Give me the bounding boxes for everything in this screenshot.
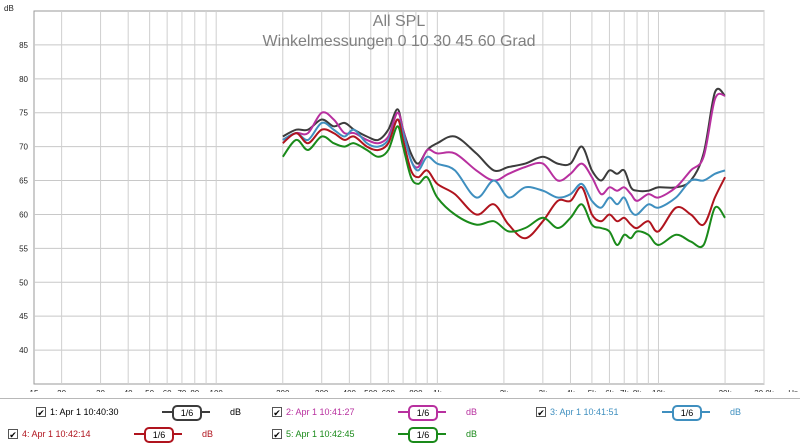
- legend-item-4[interactable]: ✔ 4: Apr 1 10:42:14 1/6 dB: [8, 425, 213, 443]
- smoothing-label: 1/6: [408, 427, 438, 443]
- smoothing-badge[interactable]: 1/6: [398, 427, 446, 443]
- y-tick-label: 80: [19, 75, 28, 84]
- x-tick-label: 800: [409, 389, 423, 392]
- y-tick-label: 65: [19, 177, 28, 186]
- x-tick-label: 400: [343, 389, 357, 392]
- smoothing-badge[interactable]: 1/6: [134, 427, 182, 443]
- series-line-3: [282, 118, 726, 216]
- legend: ✔ 1: Apr 1 10:40:30 1/6 dB ✔ 2: Apr 1 10…: [0, 398, 800, 448]
- x-tick-label: 200: [276, 389, 290, 392]
- checkbox-icon[interactable]: ✔: [272, 407, 282, 418]
- series-line-5: [281, 125, 726, 249]
- x-tick-label: 1k: [433, 389, 442, 392]
- y-tick-label: 75: [19, 109, 28, 118]
- legend-unit: dB: [202, 429, 214, 439]
- x-tick-label: 500: [364, 389, 378, 392]
- x-tick-label: 15: [30, 389, 39, 392]
- y-tick-label: 50: [19, 278, 28, 287]
- x-tick-label: 20: [57, 389, 66, 392]
- x-tick-label: 7k: [620, 389, 629, 392]
- plot-area[interactable]: 40 45 50 55 60 65 70 75 80 85 15 20 30 40 50 60 70 80 100 2…: [0, 0, 800, 392]
- series-line-4: [282, 118, 726, 240]
- chart-subtitle: Winkelmessungen 0 10 30 45 60 Grad: [262, 33, 535, 50]
- legend-unit: dB: [466, 429, 478, 439]
- x-tick-label: 60: [163, 389, 172, 392]
- smoothing-label: 1/6: [408, 405, 438, 421]
- legend-label: 1: Apr 1 10:40:30: [50, 407, 119, 417]
- x-tick-label: 100: [210, 389, 224, 392]
- y-tick-label: 60: [19, 210, 28, 219]
- x-tick-label: 8k: [633, 389, 642, 392]
- series-line-2: [282, 92, 726, 202]
- legend-unit: dB: [466, 407, 478, 417]
- x-unit-label: Hz: [788, 389, 798, 392]
- y-tick-label: 70: [19, 143, 28, 152]
- legend-item-3[interactable]: ✔ 3: Apr 1 10:41:51 1/6 dB: [536, 403, 741, 421]
- smoothing-label: 1/6: [172, 405, 202, 421]
- x-tick-label: 6k: [605, 389, 614, 392]
- legend-label: 3: Apr 1 10:41:51: [550, 407, 619, 417]
- x-tick-label: 10k: [652, 389, 666, 392]
- x-tick-label: 30,0k: [754, 389, 775, 392]
- x-tick-label: 20k: [719, 389, 733, 392]
- legend-item-5[interactable]: ✔ 5: Apr 1 10:42:45 1/6 dB: [272, 425, 477, 443]
- chart-title: All SPL: [373, 13, 426, 30]
- legend-label: 5: Apr 1 10:42:45: [286, 429, 355, 439]
- legend-unit: dB: [230, 407, 242, 417]
- legend-item-2[interactable]: ✔ 2: Apr 1 10:41:27 1/6 dB: [272, 403, 477, 421]
- y-tick-label: 55: [19, 244, 28, 253]
- x-tick-label: 80: [190, 389, 199, 392]
- x-tick-label: 50: [145, 389, 154, 392]
- smoothing-badge[interactable]: 1/6: [662, 405, 710, 421]
- smoothing-label: 1/6: [672, 405, 702, 421]
- smoothing-badge[interactable]: 1/6: [398, 405, 446, 421]
- checkbox-icon[interactable]: ✔: [8, 429, 18, 440]
- x-tick-label: 2k: [500, 389, 509, 392]
- x-tick-label: 4k: [566, 389, 575, 392]
- x-tick-label: 300: [315, 389, 329, 392]
- y-tick-label: 40: [19, 346, 28, 355]
- x-tick-label: 600: [382, 389, 396, 392]
- legend-label: 4: Apr 1 10:42:14: [22, 429, 91, 439]
- smoothing-badge[interactable]: 1/6: [162, 405, 210, 421]
- legend-unit: dB: [730, 407, 742, 417]
- legend-label: 2: Apr 1 10:41:27: [286, 407, 355, 417]
- y-unit-label: dB: [4, 4, 14, 13]
- x-tick-label: 3k: [539, 389, 548, 392]
- spl-chart[interactable]: 40 45 50 55 60 65 70 75 80 85 15 20 30 40 50 60 70 80 100 2…: [0, 0, 800, 392]
- y-tick-label: 85: [19, 41, 28, 50]
- y-tick-label: 45: [19, 312, 28, 321]
- smoothing-label: 1/6: [144, 427, 174, 443]
- legend-item-1[interactable]: ✔ 1: Apr 1 10:40:30 1/6 dB: [36, 403, 241, 421]
- x-tick-label: 40: [124, 389, 133, 392]
- x-tick-label: 5k: [588, 389, 597, 392]
- checkbox-icon[interactable]: ✔: [272, 429, 282, 440]
- checkbox-icon[interactable]: ✔: [36, 407, 46, 418]
- x-tick-label: 30: [96, 389, 105, 392]
- x-tick-label: 70: [177, 389, 186, 392]
- checkbox-icon[interactable]: ✔: [536, 407, 546, 418]
